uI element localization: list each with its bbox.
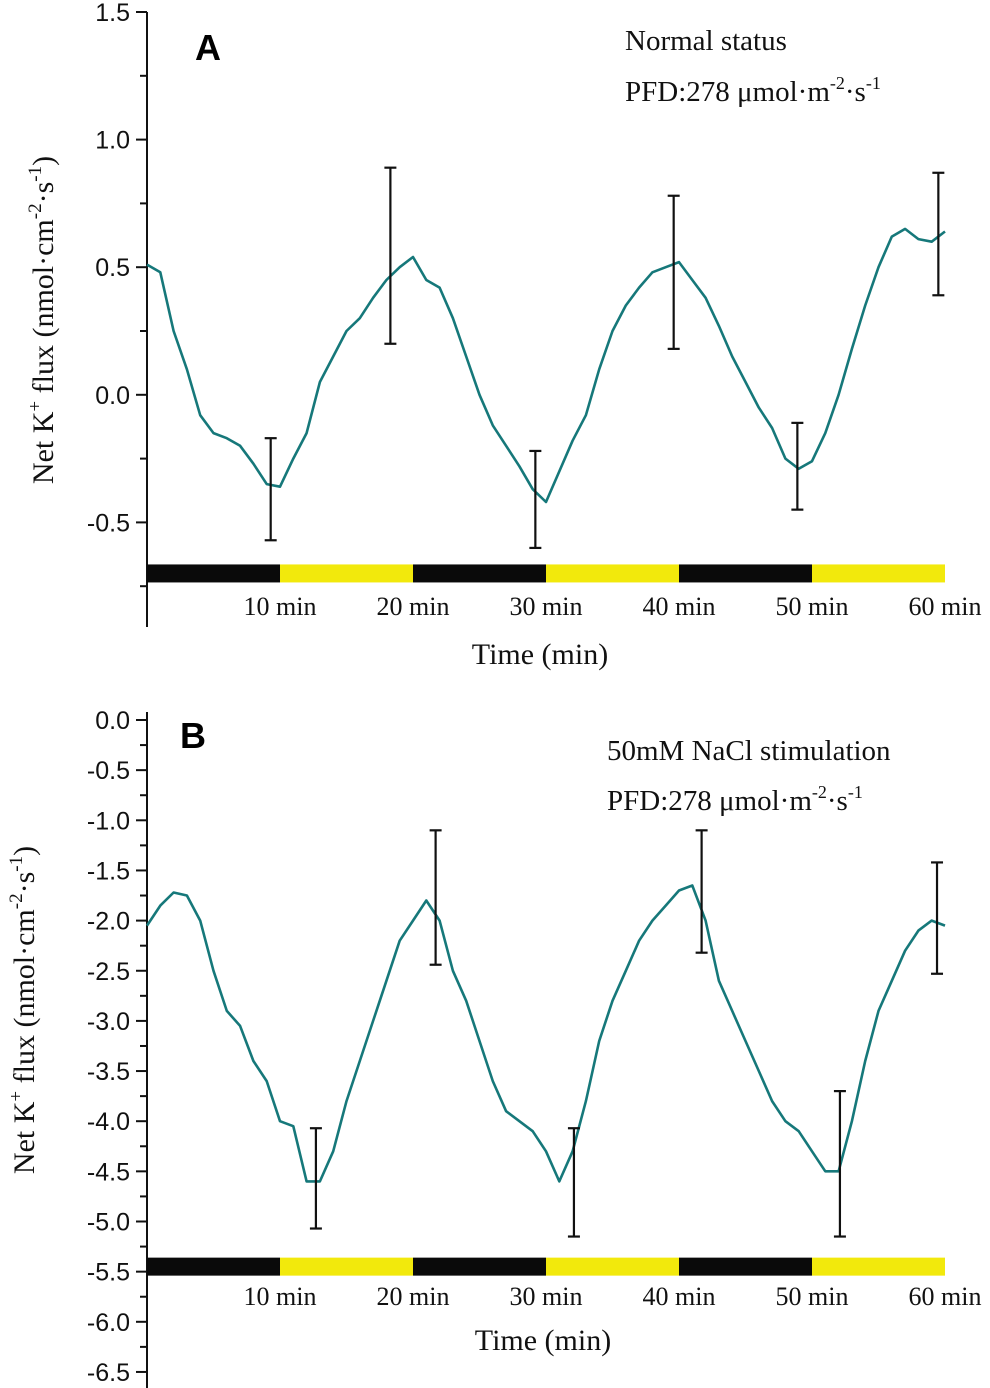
x-axis-label-a: Time (min)	[472, 638, 608, 671]
panel-b: B 50mM NaCl stimulation PFD:278 μmol·m-2…	[6, 707, 981, 1388]
error-bar	[791, 421, 804, 511]
x-tick-label: 20 min	[377, 592, 450, 621]
flux-series-line	[146, 227, 946, 504]
error-bar	[695, 829, 708, 954]
flux-series-line	[145, 884, 946, 1183]
y-tick-label: 0.0	[95, 707, 130, 735]
x-tick-label: 20 min	[377, 1282, 450, 1311]
error-bar	[833, 1090, 846, 1238]
y-tick-label: -5.5	[87, 1259, 130, 1287]
error-bar	[384, 166, 397, 345]
y-tick-label: 0.5	[95, 254, 130, 282]
light-period-bar	[546, 1257, 679, 1276]
x-tick-label: 60 min	[909, 592, 982, 621]
y-tick-label: -4.5	[87, 1158, 130, 1186]
x-tick-label: 60 min	[909, 1282, 982, 1311]
panel-label-b: B	[180, 715, 206, 756]
annotation-b-pfd: PFD:278 μmol·m-2·s-1	[607, 782, 863, 817]
annotation-a-status: Normal status	[625, 25, 787, 57]
x-tick-label: 40 min	[643, 592, 716, 621]
y-tick-label: -5.0	[87, 1209, 130, 1237]
x-axis-label-b: Time (min)	[475, 1324, 611, 1357]
light-period-bar	[546, 564, 679, 583]
y-tick-label: 0.0	[95, 382, 130, 410]
x-tick-label: 30 min	[510, 1282, 583, 1311]
dark-period-bar	[147, 1257, 280, 1276]
annotation-a-pfd: PFD:278 μmol·m-2·s-1	[625, 73, 881, 108]
x-tick-label: 10 min	[244, 1282, 317, 1311]
y-axis-label-a: Net K+ flux (nmol·cm-2·s-1)	[25, 156, 60, 484]
light-period-bar	[812, 1257, 945, 1276]
error-bar	[932, 171, 945, 297]
y-tick-label: 1.5	[95, 0, 130, 27]
light-period-bar	[280, 1257, 413, 1276]
x-tick-label: 50 min	[776, 1282, 849, 1311]
dark-period-bar	[413, 564, 546, 583]
x-tick-label: 30 min	[510, 592, 583, 621]
error-bar	[567, 1127, 580, 1238]
dark-period-bar	[679, 564, 812, 583]
y-tick-label: -0.5	[87, 509, 130, 537]
y-axis-label-b: Net K+ flux (nmol·cm-2·s-1)	[6, 846, 41, 1174]
y-tick-label: -4.0	[87, 1108, 130, 1136]
y-tick-label: -0.5	[87, 757, 130, 785]
y-tick-label: -3.5	[87, 1058, 130, 1086]
x-tick-label: 10 min	[244, 592, 317, 621]
y-tick-label: -6.0	[87, 1309, 130, 1337]
y-tick-label: -6.5	[87, 1359, 130, 1387]
error-bar	[931, 861, 944, 975]
error-bar	[264, 437, 277, 542]
panel-a: A Normal status PFD:278 μmol·m-2·s-1 Net…	[25, 0, 981, 671]
y-tick-label: -1.5	[87, 857, 130, 885]
x-tick-label: 40 min	[643, 1282, 716, 1311]
error-bar	[429, 829, 442, 966]
error-bar	[667, 194, 680, 350]
y-tick-label: -2.0	[87, 908, 130, 936]
x-tick-label: 50 min	[776, 592, 849, 621]
annotation-b-status: 50mM NaCl stimulation	[607, 735, 891, 767]
error-bar	[309, 1127, 322, 1230]
y-tick-label: 1.0	[95, 127, 130, 155]
y-tick-label: -3.0	[87, 1008, 130, 1036]
y-tick-label: -2.5	[87, 958, 130, 986]
error-bar	[529, 449, 542, 550]
y-tick-label: -1.0	[87, 807, 130, 835]
light-period-bar	[812, 564, 945, 583]
dark-period-bar	[413, 1257, 546, 1276]
light-period-bar	[280, 564, 413, 583]
dark-period-bar	[147, 564, 280, 583]
dark-period-bar	[679, 1257, 812, 1276]
panel-label-a: A	[195, 27, 221, 68]
